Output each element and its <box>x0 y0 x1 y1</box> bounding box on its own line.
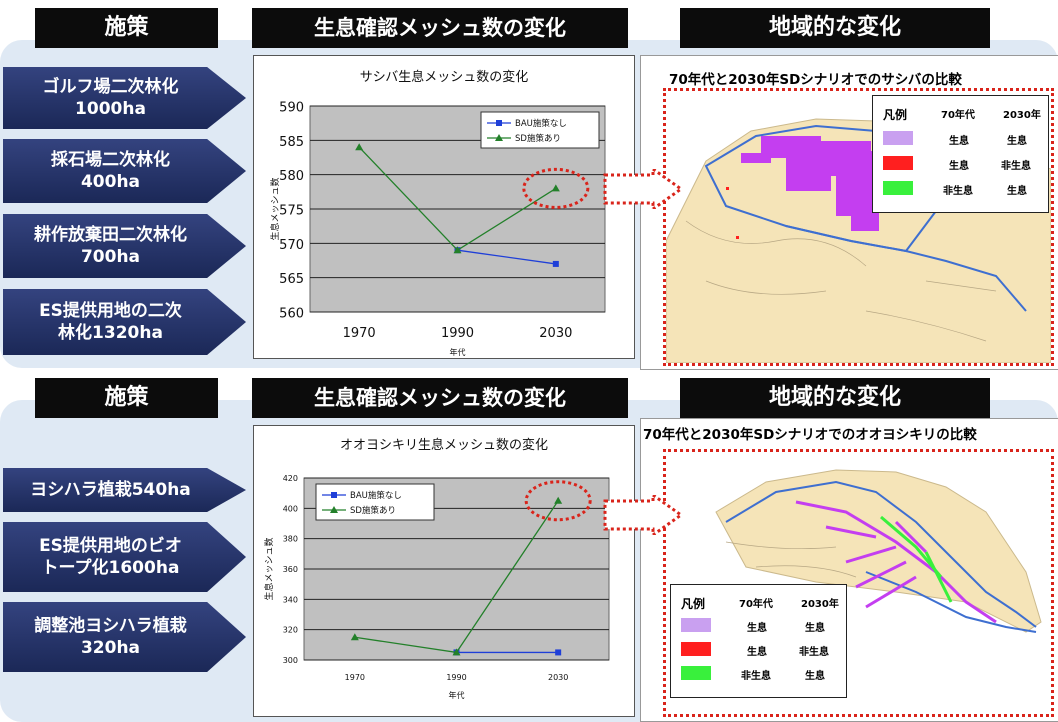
data-point-triangle <box>453 246 462 254</box>
legend-title: 凡例 <box>883 108 908 122</box>
x-axis-label: 年代 <box>450 347 466 357</box>
map-legend: 凡例 70年代 2030年 生息 生息 生息 非生息 非生息 生息 <box>872 95 1049 213</box>
x-tick-label: 1990 <box>441 326 474 341</box>
policy-arrow: ヨシハラ植栽540ha <box>3 468 246 512</box>
legend-marker <box>331 492 337 498</box>
policy-arrow: 採石場二次林化 400ha <box>3 139 246 203</box>
y-tick-label: 300 <box>283 656 298 665</box>
legend-label: SD施策あり <box>515 133 561 144</box>
chart-legend <box>480 111 600 149</box>
x-tick-label: 1990 <box>446 673 466 682</box>
data-point-triangle <box>350 633 359 641</box>
y-tick-label: 585 <box>279 135 304 150</box>
map-legend: 凡例 70年代 2030年 生息 生息 生息 非生息 非生息 生息 <box>670 584 847 698</box>
legend-cell: 生息 <box>747 647 767 658</box>
legend-marker <box>495 134 503 141</box>
map-title: 70年代と2030年SDシナリオでのサシバの比較 <box>669 72 962 88</box>
y-tick-label: 570 <box>279 238 304 253</box>
highlight-circle <box>524 480 592 522</box>
legend-cell: 生息 <box>747 623 767 634</box>
legend-cell: 生息 <box>949 136 969 147</box>
y-tick-label: 360 <box>283 565 298 574</box>
legend-cell: 生息 <box>805 671 825 682</box>
ooyoshikiri-chart-panel: オオヨシキリ生息メッシュ数の変化 300 320 340 360 380 400 420 19… <box>253 425 635 717</box>
legend-cell: 生息 <box>805 623 825 634</box>
highlight-circle <box>522 167 590 209</box>
mesh-change-header: 生息確認メッシュ数の変化 <box>252 8 628 48</box>
y-tick-label: 580 <box>279 169 304 184</box>
y-tick-label: 340 <box>283 595 298 604</box>
x-tick-label: 1970 <box>345 673 365 682</box>
legend-col-70s: 70年代 <box>739 599 773 610</box>
sashiba-line-chart: 560 565 570 575 580 585 590 1970 1990 2030 年代 生息メッシ… <box>269 101 606 357</box>
x-tick-label: 2030 <box>548 673 568 682</box>
policy-arrow: ES提供用地のビオ トープ化1600ha <box>3 522 246 592</box>
ooyoshikiri-map-panel: 70年代と2030年SDシナリオでのオオヨシキリの比較 凡例 70年代 2030… <box>640 418 1058 722</box>
series-line <box>457 249 556 265</box>
data-point-square <box>552 260 559 267</box>
x-tick-label: 2030 <box>539 326 572 341</box>
chart-title: サシバ生息メッシュ数の変化 <box>359 70 529 85</box>
y-tick-label: 380 <box>283 535 298 544</box>
legend-label: BAU施策なし <box>350 490 402 501</box>
legend-swatch-green <box>883 181 913 195</box>
ooyoshikiri-line-chart: 300 320 340 360 380 400 420 1970 1990 2030 年代 生息メッシ… <box>263 474 610 700</box>
x-tick-label: 1970 <box>343 326 376 341</box>
policy-arrow: 調整池ヨシハラ植栽 320ha <box>3 602 246 672</box>
sashiba-map-panel: 70年代と2030年SDシナリオでのサシバの比較 凡例 70年代 2030年 生… <box>640 55 1058 370</box>
policy-header: 施策 <box>35 8 218 48</box>
legend-cell: 非生息 <box>799 647 829 658</box>
sashiba-chart-panel: サシバ生息メッシュ数の変化 560 565 570 575 580 585 590 1970 1… <box>253 55 635 359</box>
map-frame: 凡例 70年代 2030年 生息 生息 生息 非生息 非生息 生息 <box>663 449 1054 717</box>
legend-cell: 生息 <box>949 161 969 172</box>
legend-cell: 生息 <box>1007 186 1027 197</box>
legend-swatch-red <box>883 156 913 170</box>
legend-cell: 生息 <box>1007 136 1027 147</box>
data-point-triangle <box>452 648 461 656</box>
mesh-change-header: 生息確認メッシュ数の変化 <box>252 378 628 418</box>
y-tick-label: 320 <box>283 626 298 635</box>
y-tick-label: 575 <box>279 204 304 219</box>
chart-title: オオヨシキリ生息メッシュ数の変化 <box>339 438 548 453</box>
y-tick-label: 400 <box>283 504 298 513</box>
y-tick-label: 565 <box>279 272 304 287</box>
legend-marker <box>496 120 502 126</box>
legend-swatch-red <box>681 642 711 656</box>
legend-marker <box>330 506 338 513</box>
policy-arrow: ES提供用地の二次 林化1320ha <box>3 289 246 355</box>
y-axis-label: 生息メッシュ数 <box>263 537 275 600</box>
data-point-square <box>555 649 562 656</box>
legend-col-70s: 70年代 <box>941 110 975 121</box>
y-axis-label: 生息メッシュ数 <box>269 177 281 240</box>
chart-legend <box>315 483 435 521</box>
y-tick-label: 560 <box>279 307 304 322</box>
legend-title: 凡例 <box>681 597 706 611</box>
ooyoshikiri-distribution-map <box>715 469 1042 633</box>
highlight-connector <box>603 169 683 209</box>
legend-cell: 非生息 <box>1001 161 1031 172</box>
y-tick-label: 590 <box>279 101 304 116</box>
policy-header: 施策 <box>35 378 218 418</box>
policy-arrow: 耕作放棄田二次林化 700ha <box>3 214 246 278</box>
legend-cell: 非生息 <box>943 186 973 197</box>
y-tick-label: 420 <box>283 474 298 483</box>
legend-swatch-green <box>681 666 711 680</box>
regional-change-header: 地域的な変化 <box>680 8 990 48</box>
map-frame: 凡例 70年代 2030年 生息 生息 生息 非生息 非生息 生息 <box>663 88 1054 366</box>
data-point-triangle <box>554 496 563 504</box>
map-title: 70年代と2030年SDシナリオでのオオヨシキリの比較 <box>643 427 977 443</box>
highlight-connector <box>603 495 683 535</box>
legend-label: BAU施策なし <box>515 118 567 129</box>
x-axis-label: 年代 <box>449 690 465 700</box>
legend-label: SD施策あり <box>350 505 396 516</box>
legend-col-2030: 2030年 <box>801 599 839 610</box>
regional-change-header: 地域的な変化 <box>680 378 990 418</box>
legend-cell: 非生息 <box>741 671 771 682</box>
data-point-triangle <box>551 184 560 192</box>
data-point-triangle <box>355 143 364 151</box>
policy-arrow: ゴルフ場二次林化 1000ha <box>3 67 246 129</box>
legend-swatch-purple <box>681 618 711 632</box>
legend-swatch-purple <box>883 131 913 145</box>
legend-col-2030: 2030年 <box>1003 110 1041 121</box>
